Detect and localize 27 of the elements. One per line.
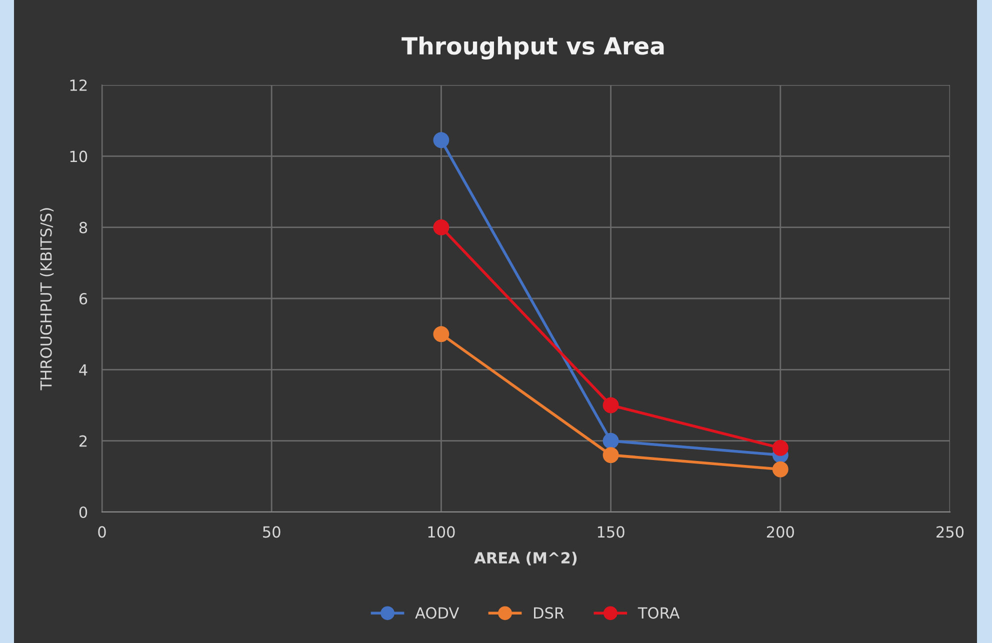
point <box>433 326 450 342</box>
y-tick-label: 8 <box>79 222 88 234</box>
y-tick-label: 10 <box>70 150 88 162</box>
chart-title: Throughput vs Area <box>402 36 664 60</box>
x-tick-label: 100 <box>428 526 455 538</box>
x-axis-title: AREA (M^2) <box>474 552 577 566</box>
point <box>602 432 619 449</box>
x-tick-label: 250 <box>936 526 964 538</box>
point <box>772 461 788 478</box>
x-tick-label: 50 <box>263 526 280 538</box>
y-tick-label: 12 <box>70 79 87 91</box>
y-tick-label: 0 <box>79 506 88 518</box>
y-tick-label: 4 <box>79 364 88 376</box>
point <box>602 397 619 414</box>
point <box>433 219 450 236</box>
legend-label: TORA <box>638 607 680 619</box>
x-tick-label: 150 <box>598 526 624 538</box>
y-axis-title: THROUGHPUT (KBITS/S) <box>40 208 54 390</box>
point <box>772 440 788 456</box>
x-tick-label: 0 <box>98 526 106 538</box>
legend-label: DSR <box>534 607 564 619</box>
y-tick-label: 2 <box>80 435 87 447</box>
point <box>602 447 619 464</box>
legend-label: AODV <box>415 607 460 619</box>
y-tick-label: 6 <box>79 292 88 305</box>
point <box>433 132 450 148</box>
x-tick-label: 200 <box>766 526 794 538</box>
